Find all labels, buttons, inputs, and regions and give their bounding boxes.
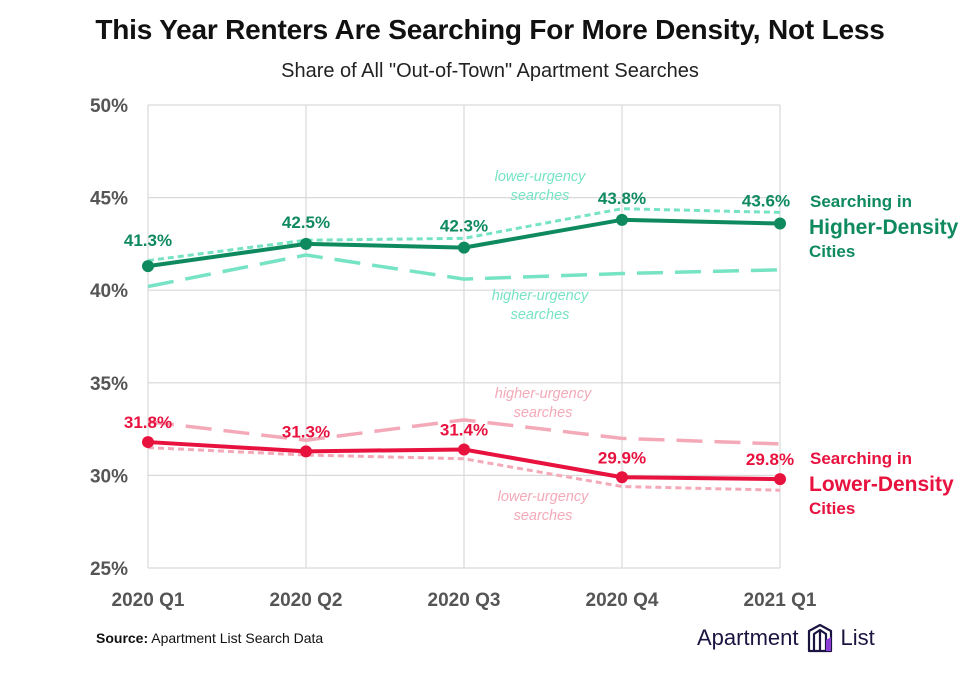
data-label: 43.8% (598, 189, 646, 208)
data-point (300, 445, 312, 458)
series-label-lower-density: Lower-Density (809, 473, 954, 496)
data-label: 31.3% (282, 422, 330, 441)
data-point (774, 473, 786, 486)
data-label: 31.8% (124, 413, 172, 432)
brand-left: Apartment (697, 625, 799, 650)
series-line-2 (147, 253, 781, 289)
y-tick-label: 45% (90, 189, 128, 210)
x-tick-label: 2020 Q1 (112, 590, 185, 611)
data-point (142, 436, 154, 449)
annotation-low-lower-urgency: searches (514, 508, 573, 524)
building-icon (807, 623, 832, 653)
series-label-lower-density: Searching in (810, 449, 912, 468)
chart-subtitle: Share of All "Out-of-Town" Apartment Sea… (281, 60, 699, 82)
apartment-list-logo: Apartment List (697, 622, 875, 654)
annotation-low-lower-urgency: lower-urgency (498, 489, 590, 505)
data-label: 41.3% (124, 231, 172, 250)
annotation-high-higher-urgency: higher-urgency (492, 288, 589, 304)
series-line-1 (147, 207, 781, 263)
data-point (458, 241, 470, 254)
source-note: Source: Apartment List Search Data (96, 630, 323, 646)
data-label: 43.6% (742, 192, 790, 211)
data-label: 29.8% (746, 450, 794, 469)
series-label-higher-density: Higher-Density (809, 216, 959, 239)
series-label-higher-density: Searching in (810, 192, 912, 211)
series-line-4 (147, 418, 781, 446)
x-tick-label: 2020 Q2 (270, 590, 343, 611)
series-label-higher-density: Cities (809, 242, 855, 261)
annotation-low-higher-urgency: higher-urgency (495, 386, 592, 402)
annotation-high-higher-urgency: searches (511, 307, 570, 323)
data-point (616, 471, 628, 484)
y-tick-label: 50% (90, 96, 128, 117)
x-tick-label: 2021 Q1 (744, 590, 817, 611)
chart-title: This Year Renters Are Searching For More… (95, 14, 885, 45)
x-tick-label: 2020 Q3 (428, 590, 501, 611)
data-point (458, 443, 470, 456)
annotation-high-lower-urgency: lower-urgency (495, 169, 587, 185)
data-label: 29.9% (598, 448, 646, 467)
annotation-high-lower-urgency: searches (511, 188, 570, 204)
series-label-lower-density: Cities (809, 499, 855, 518)
annotation-low-higher-urgency: searches (514, 405, 573, 421)
source-label: Source: (96, 630, 149, 646)
y-tick-label: 25% (90, 559, 128, 580)
data-label: 42.3% (440, 217, 488, 236)
series-line-5 (147, 446, 781, 492)
data-point (300, 237, 312, 250)
source-text: Apartment List Search Data (151, 630, 324, 646)
y-tick-label: 30% (90, 466, 128, 487)
y-tick-label: 40% (90, 281, 128, 302)
data-label: 42.5% (282, 213, 330, 232)
data-point (142, 260, 154, 273)
y-tick-label: 35% (90, 374, 128, 395)
data-point (774, 217, 786, 230)
data-point (616, 213, 628, 226)
brand-right: List (840, 625, 875, 650)
x-tick-label: 2020 Q4 (586, 590, 659, 611)
data-label: 31.4% (440, 420, 488, 439)
